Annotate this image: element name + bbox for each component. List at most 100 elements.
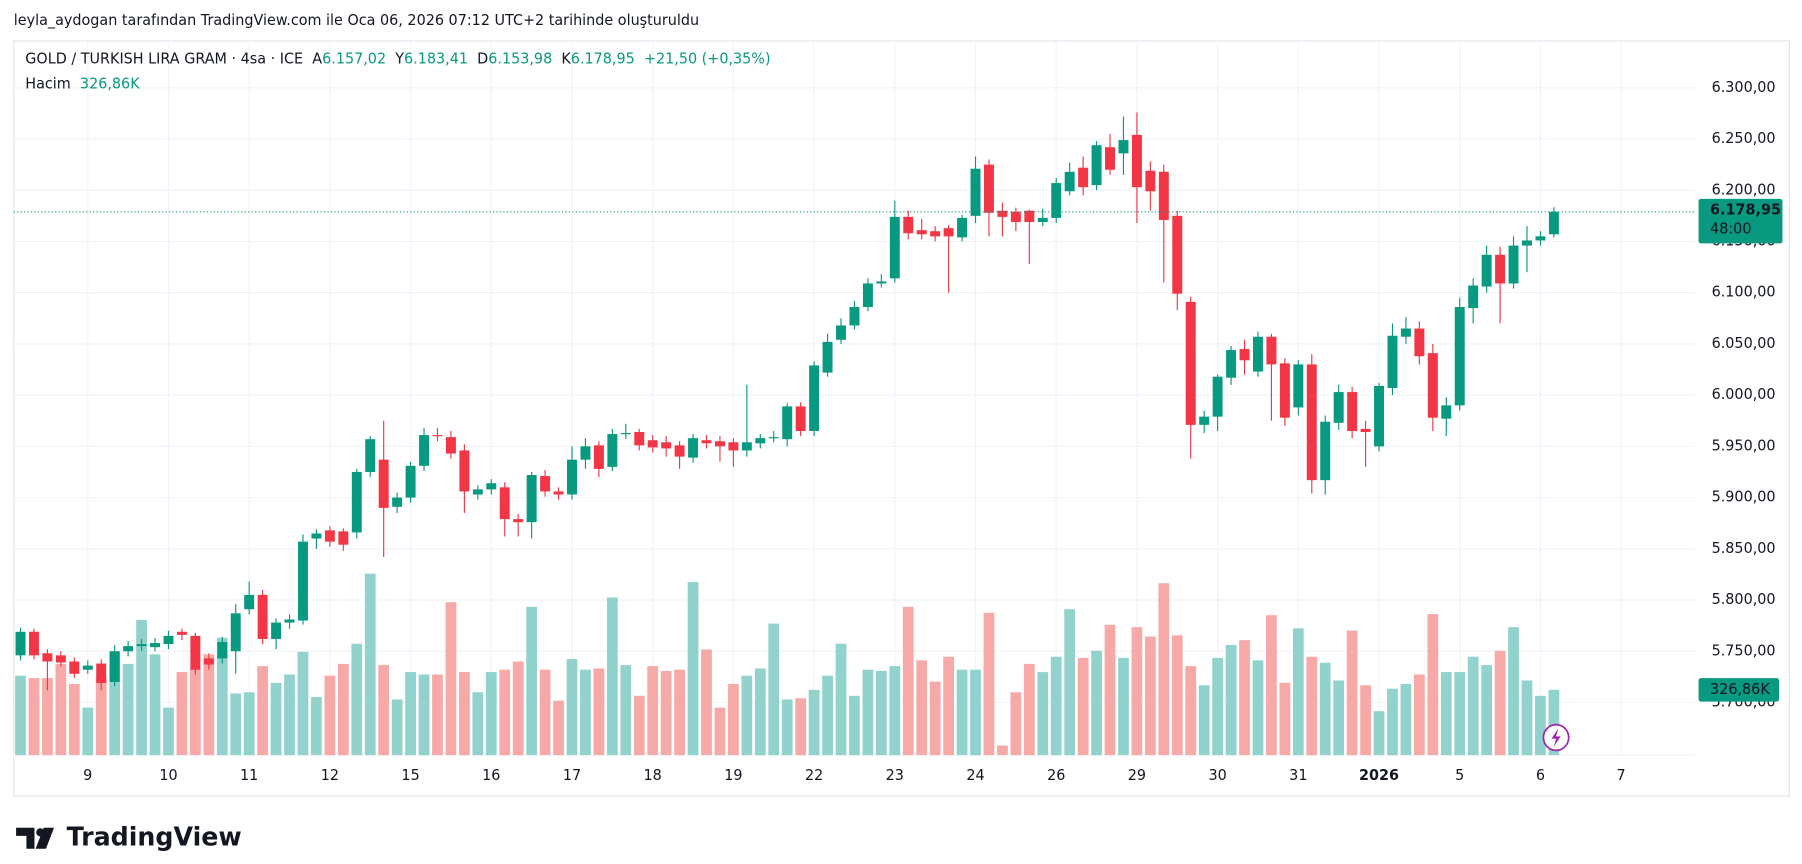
candle-body xyxy=(849,307,860,326)
volume-bar xyxy=(822,675,833,756)
close-value: 6.178,95 xyxy=(571,52,635,68)
axes: 5.700,005.750,005.800,005.850,005.900,00… xyxy=(83,80,1783,784)
candle-body xyxy=(324,530,335,542)
candle-body xyxy=(1535,236,1546,241)
volume-bar xyxy=(1252,660,1264,756)
candle-body xyxy=(311,533,322,539)
candle-body xyxy=(150,643,160,648)
candle-body xyxy=(1010,211,1021,222)
candle-body xyxy=(419,435,430,466)
candle-body xyxy=(1024,210,1035,222)
candle-body xyxy=(634,432,645,446)
candle-body xyxy=(1387,335,1398,388)
candle-body xyxy=(903,216,914,234)
candle-body xyxy=(983,164,994,213)
candle-body xyxy=(1427,353,1438,418)
candle-body xyxy=(1199,416,1210,425)
volume-bar xyxy=(405,672,416,756)
volume-bar xyxy=(835,643,847,756)
volume-bar xyxy=(28,678,40,756)
candle-body xyxy=(1454,307,1465,406)
volume-bar xyxy=(1266,615,1277,756)
volume-bar xyxy=(1467,656,1479,756)
candle-body xyxy=(1105,147,1115,170)
volume-bar xyxy=(633,695,645,756)
volume-bar xyxy=(566,659,578,756)
volume-bar xyxy=(902,606,914,756)
volume-bar xyxy=(1333,680,1345,756)
candle-body xyxy=(217,642,228,659)
candle-body xyxy=(567,459,577,495)
volume-pane xyxy=(15,573,1560,756)
candle-body xyxy=(1172,215,1183,294)
candle-body xyxy=(970,168,981,216)
x-tick-label: 5 xyxy=(1455,768,1464,784)
volume-bar xyxy=(1077,657,1089,756)
volume-bar xyxy=(364,573,376,756)
candle-body xyxy=(1158,171,1169,220)
candle-body xyxy=(230,613,241,652)
volume-bar xyxy=(553,700,564,756)
y-tick-label: 6.000,00 xyxy=(1712,387,1776,403)
volume-bar xyxy=(714,707,726,756)
volume-bar xyxy=(741,675,753,756)
volume-label: Hacim xyxy=(25,76,70,92)
candle-body xyxy=(190,635,201,670)
candle-body xyxy=(203,658,214,665)
volume-bar xyxy=(620,665,632,756)
volume-bar xyxy=(1104,624,1116,756)
candle-body xyxy=(1414,328,1425,357)
volume-bar xyxy=(176,672,188,756)
candle-body xyxy=(1508,245,1519,284)
volume-bar xyxy=(311,697,322,756)
volume-bar xyxy=(1091,650,1102,756)
volume-bar xyxy=(1454,672,1466,756)
candle-body xyxy=(244,594,255,610)
x-tick-label: 15 xyxy=(401,768,419,784)
volume-bar xyxy=(701,649,712,756)
y-tick-label: 6.250,00 xyxy=(1712,131,1776,147)
candle-body xyxy=(540,476,551,492)
volume-bar xyxy=(163,707,174,756)
candle-body xyxy=(28,631,39,656)
candle-body xyxy=(1226,350,1237,378)
volume-bar xyxy=(42,678,53,756)
candle-body xyxy=(392,497,403,507)
candle-body xyxy=(1145,170,1156,192)
volume-bar xyxy=(324,675,336,756)
x-tick-label: 31 xyxy=(1289,768,1307,784)
volume-bar xyxy=(1023,663,1035,756)
volume-bar xyxy=(795,698,807,756)
volume-bar xyxy=(526,606,538,756)
volume-bar xyxy=(270,682,282,756)
x-tick-label: 18 xyxy=(644,768,662,784)
candle-body xyxy=(1118,140,1129,154)
volume-bar xyxy=(647,666,659,756)
volume-bar xyxy=(781,699,793,756)
volume-bar xyxy=(660,670,672,756)
volume-bar xyxy=(203,654,215,756)
candle-body xyxy=(674,445,685,457)
volume-bar xyxy=(1414,674,1425,756)
volume-bar xyxy=(230,693,242,756)
candle-body xyxy=(714,441,725,447)
volume-bar xyxy=(1494,650,1506,756)
x-tick-label: 24 xyxy=(966,768,984,784)
candle-body xyxy=(943,228,954,237)
volume-bar xyxy=(889,666,901,756)
volume-bar xyxy=(136,619,147,756)
y-tick-label: 5.950,00 xyxy=(1712,438,1776,454)
volume-bar xyxy=(1360,685,1371,756)
candle-body xyxy=(916,230,927,235)
candle-body xyxy=(1279,363,1290,418)
candle-body xyxy=(795,406,806,431)
candle-body xyxy=(526,475,537,523)
candle-body xyxy=(445,437,456,454)
volume-bar xyxy=(1198,685,1210,756)
candle-body xyxy=(957,217,968,238)
volume-bar xyxy=(862,669,874,756)
volume-bar xyxy=(55,663,67,756)
candle-body xyxy=(55,655,66,663)
volume-tag-label: 326,86K xyxy=(1710,682,1770,698)
